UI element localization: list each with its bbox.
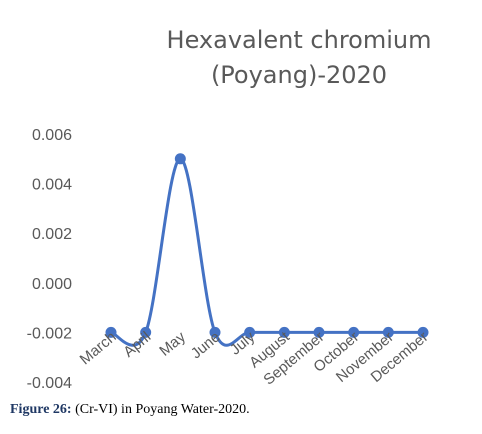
series-markers (105, 153, 429, 338)
figure-caption: Figure 26: (Cr-VI) in Poyang Water-2020. (10, 402, 250, 418)
data-point-october (348, 326, 360, 338)
x-tick-label-may: May (156, 328, 189, 360)
y-tick-label: 0.000 (32, 276, 72, 293)
y-tick-label: -0.004 (27, 375, 72, 392)
y-tick-label: 0.006 (32, 127, 72, 144)
x-tick-label-march: March (77, 328, 120, 368)
chart-title-line-2: (Poyang)-2020 (211, 61, 387, 89)
series-line (109, 157, 425, 347)
y-tick-label: -0.002 (27, 325, 72, 342)
data-point-june (209, 326, 221, 338)
series-line-path (109, 157, 425, 347)
caption-label: Figure 26: (10, 402, 72, 417)
data-point-april (140, 326, 152, 338)
y-axis: -0.004 -0.002 0.000 0.002 0.004 0.006 (27, 127, 72, 392)
data-point-july (244, 326, 256, 338)
data-point-august (278, 326, 290, 338)
line-chart: Hexavalent chromium (Poyang)-2020 -0.004… (27, 26, 432, 392)
caption-text: (Cr-VI) in Poyang Water-2020. (71, 402, 250, 417)
data-point-may (174, 153, 186, 165)
data-point-december (417, 326, 429, 338)
data-point-september (313, 326, 325, 338)
data-point-november (382, 326, 394, 338)
chart-title-line-1: Hexavalent chromium (167, 26, 432, 54)
chart-area: Hexavalent chromium (Poyang)-2020 -0.004… (27, 26, 432, 392)
data-point-march (105, 326, 117, 338)
y-tick-label: 0.004 (32, 177, 72, 194)
y-tick-label: 0.002 (32, 226, 72, 243)
